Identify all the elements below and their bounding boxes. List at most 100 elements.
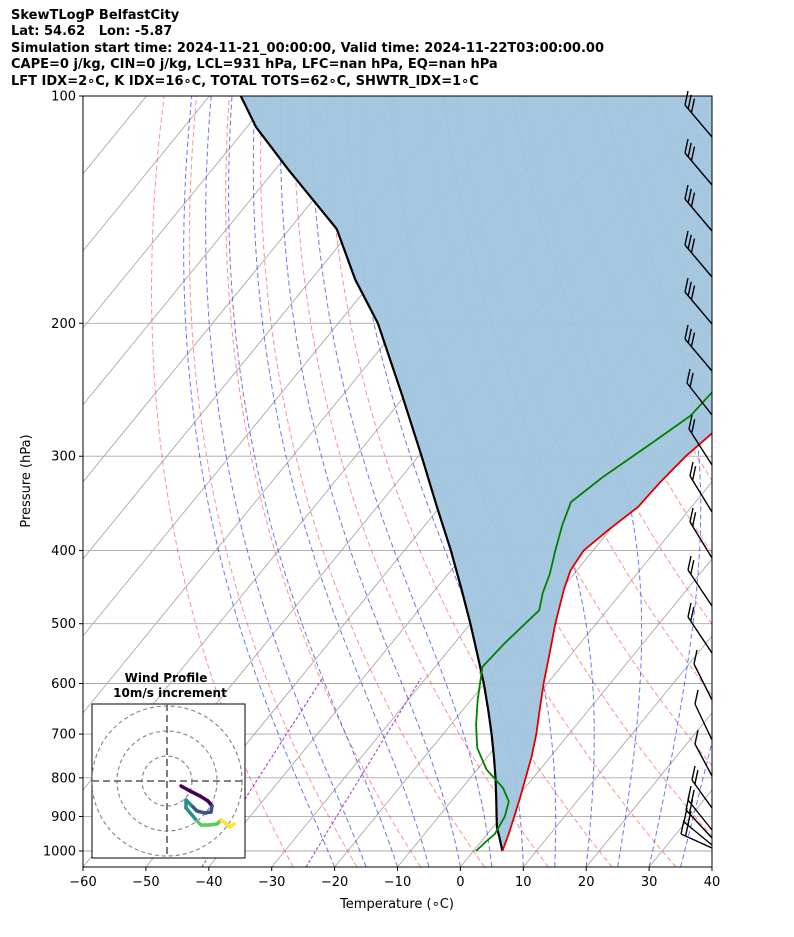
wind-barb-flag [687, 142, 692, 157]
moist-adiabat [711, 865, 712, 867]
parcel-line [239, 96, 504, 852]
wind-barb-flag [686, 368, 691, 384]
wind-barb-flag [690, 285, 696, 300]
wind-barb [694, 689, 713, 741]
wind-barb-shaft [680, 833, 713, 849]
wind-barb-shaft [689, 521, 713, 559]
wind-barb-flag [687, 94, 692, 109]
moist-adiabat [183, 96, 336, 867]
wind-barb-flag [689, 461, 694, 477]
wind-barb-flag [684, 90, 689, 106]
wind-barb-shaft [694, 743, 713, 777]
wind-barb [687, 555, 713, 607]
wind-barb-shaft [689, 475, 713, 513]
wind-barb-flag [689, 372, 694, 388]
profile-lines [239, 96, 712, 852]
x-tick-label: 20 [578, 875, 595, 890]
wind-barb-flag [694, 689, 699, 705]
wind-barb-shaft [686, 382, 713, 416]
isotherm-10 [522, 635, 712, 867]
wind-barb-flag [690, 192, 696, 207]
isotherm-20 [585, 712, 712, 867]
wind-barb-flag [684, 821, 690, 837]
dry-adiabat [150, 96, 294, 867]
stability-line: CAPE=0 j/kg, CIN=0 j/kg, LCL=931 hPa, LF… [11, 57, 498, 73]
x-tick-label: −30 [258, 875, 285, 890]
wind-barb-shaft [687, 569, 713, 607]
wind-barb-flag [684, 184, 689, 200]
moist-adiabat [228, 96, 398, 867]
wind-barb-flag [684, 324, 689, 340]
x-tick-label: 10 [515, 875, 532, 890]
wind-barb-flag [680, 819, 685, 835]
chart-title: SkewTLogP BelfastCity [11, 8, 180, 23]
wind-barb-flag [690, 560, 695, 575]
wind-profile-inset: Wind Profile 10m/s increment [91, 671, 246, 859]
wind-barb [687, 785, 713, 831]
time-line: Simulation start time: 2024-11-21_00:00:… [11, 40, 604, 56]
dry-adiabat [188, 96, 358, 867]
wind-barb [684, 184, 713, 232]
wind-barb-flag [684, 138, 689, 154]
wind-barb-shaft [694, 703, 713, 741]
index-line: LFT IDX=2∘C, K IDX=16∘C, TOTAL TOTS=62∘C… [11, 73, 479, 89]
wind-barb-shaft [684, 338, 713, 372]
chart-header: SkewTLogP BelfastCity Lat: 54.62 Lon: -5… [11, 8, 604, 90]
moist-adiabat [205, 96, 367, 867]
wind-barb-flag [694, 769, 699, 785]
wind-barb [689, 507, 713, 559]
wind-barb [686, 368, 713, 416]
wind-barb-flag [691, 512, 697, 527]
wind-barb [680, 819, 713, 849]
y-tick-label: 600 [51, 677, 76, 692]
wind-barb-shaft [684, 198, 713, 232]
dry-adiabat [718, 96, 794, 867]
y-tick-label: 800 [51, 771, 76, 786]
moist-adiabat [252, 96, 430, 867]
wind-barb-flag [691, 466, 697, 481]
x-tick-label: −50 [132, 875, 159, 890]
hodograph-title: Wind Profile [125, 671, 208, 685]
wind-barb-shaft [683, 821, 713, 846]
wind-barb-flag [684, 277, 689, 293]
wind-barb-shaft [688, 428, 713, 466]
wind-barb-flag [687, 188, 692, 203]
wind-barb-flag [687, 281, 692, 296]
y-axis-label: Pressure (hPa) [19, 434, 34, 527]
wind-barb-flag [691, 419, 696, 434]
wind-barb-shaft [687, 799, 713, 831]
axis-ticks: −60 −50 −40 −30 −20 −10 0 10 20 30 40 100 200 300 400 5… [43, 90, 720, 891]
wind-barb-flag [689, 507, 694, 523]
wind-barb-flag [684, 230, 689, 246]
wind-barb-shaft [684, 291, 713, 325]
wind-barb [684, 230, 713, 278]
dry-adiabat [260, 96, 485, 867]
wind-barb-flag [685, 795, 690, 811]
x-tick-label: −60 [69, 875, 96, 890]
wind-barb [691, 765, 713, 809]
hodograph-segment [188, 789, 202, 798]
location-line: Lat: 54.62 Lon: -5.87 [11, 24, 173, 40]
wind-barb [684, 90, 713, 138]
wind-barb [684, 277, 713, 325]
wind-barb-shaft [684, 104, 713, 138]
wind-barb-flag [688, 799, 694, 814]
dry-adiabat [326, 96, 613, 867]
isotherm--160 [83, 96, 84, 98]
wind-barb-flag [683, 807, 688, 823]
wind-barb-flag [694, 729, 699, 745]
wind-barb-flag [690, 238, 696, 253]
wind-barb-flag [690, 98, 696, 113]
y-tick-label: 900 [51, 810, 76, 825]
wind-barb-flag [687, 234, 692, 249]
wind-barb-flag [687, 328, 692, 343]
x-tick-label: −20 [321, 875, 348, 890]
isotherm--130 [83, 96, 273, 329]
wind-barb-flag [690, 146, 696, 161]
temperature-line [501, 432, 712, 852]
wind-barb-flag [687, 555, 692, 571]
wind-barb-shaft [684, 244, 713, 278]
mixing-ratio-line [305, 677, 422, 867]
wind-barb-flag [693, 649, 698, 665]
